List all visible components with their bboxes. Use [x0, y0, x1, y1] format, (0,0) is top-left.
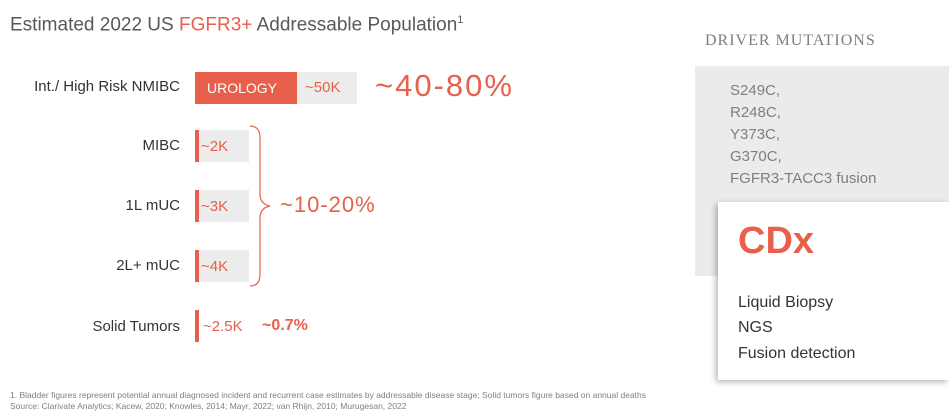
panel-heading: DRIVER MUTATIONS: [705, 32, 876, 49]
row-label: MIBC: [142, 137, 181, 154]
cdx-item: Fusion detection: [738, 345, 856, 362]
row-label: 2L+ mUC: [116, 257, 180, 274]
cdx-item: Liquid Biopsy: [738, 294, 834, 311]
footnote-ref: 1: [457, 14, 464, 26]
row-label: 1L mUC: [125, 197, 180, 214]
share: ~40-80%: [375, 68, 514, 103]
row-label: Solid Tumors: [92, 318, 180, 335]
mutation: FGFR3-TACC3 fusion: [730, 170, 877, 187]
row-value: ~2K: [201, 138, 229, 155]
cdx-heading: CDx: [738, 220, 815, 262]
bar-tag: UROLOGY: [207, 80, 278, 96]
row-value: ~2.5K: [203, 318, 243, 335]
title: Estimated 2022 US FGFR3+ Addressable Pop…: [10, 14, 463, 36]
row-label: Int./ High Risk NMIBC: [34, 78, 180, 95]
bar: [195, 250, 249, 282]
cdx-box: [718, 202, 949, 380]
bracket: [249, 125, 271, 287]
bar: [195, 72, 297, 104]
footnote: 1. Bladder figures represent potential a…: [10, 390, 647, 400]
row-value: ~50K: [305, 79, 341, 96]
mutation: S249C,: [730, 82, 781, 99]
bar-bg: [297, 72, 357, 104]
row-value: ~4K: [201, 258, 229, 275]
title-text: Addressable Population: [252, 14, 458, 36]
title-text: Estimated 2022 US: [10, 14, 179, 36]
share: ~0.7%: [262, 317, 308, 334]
title-highlight: FGFR3+: [178, 14, 253, 36]
bar: [195, 190, 249, 222]
bar: [195, 130, 249, 162]
mutation: R248C,: [730, 104, 781, 121]
share: ~10-20%: [280, 192, 376, 217]
mutation: G370C,: [730, 148, 782, 165]
bar: [195, 310, 199, 342]
cdx-item: NGS: [738, 319, 773, 336]
footnote: Source: Clarivate Analytics; Kacew, 2020…: [10, 401, 407, 411]
row-value: ~3K: [201, 198, 229, 215]
mutation: Y373C,: [730, 126, 781, 143]
